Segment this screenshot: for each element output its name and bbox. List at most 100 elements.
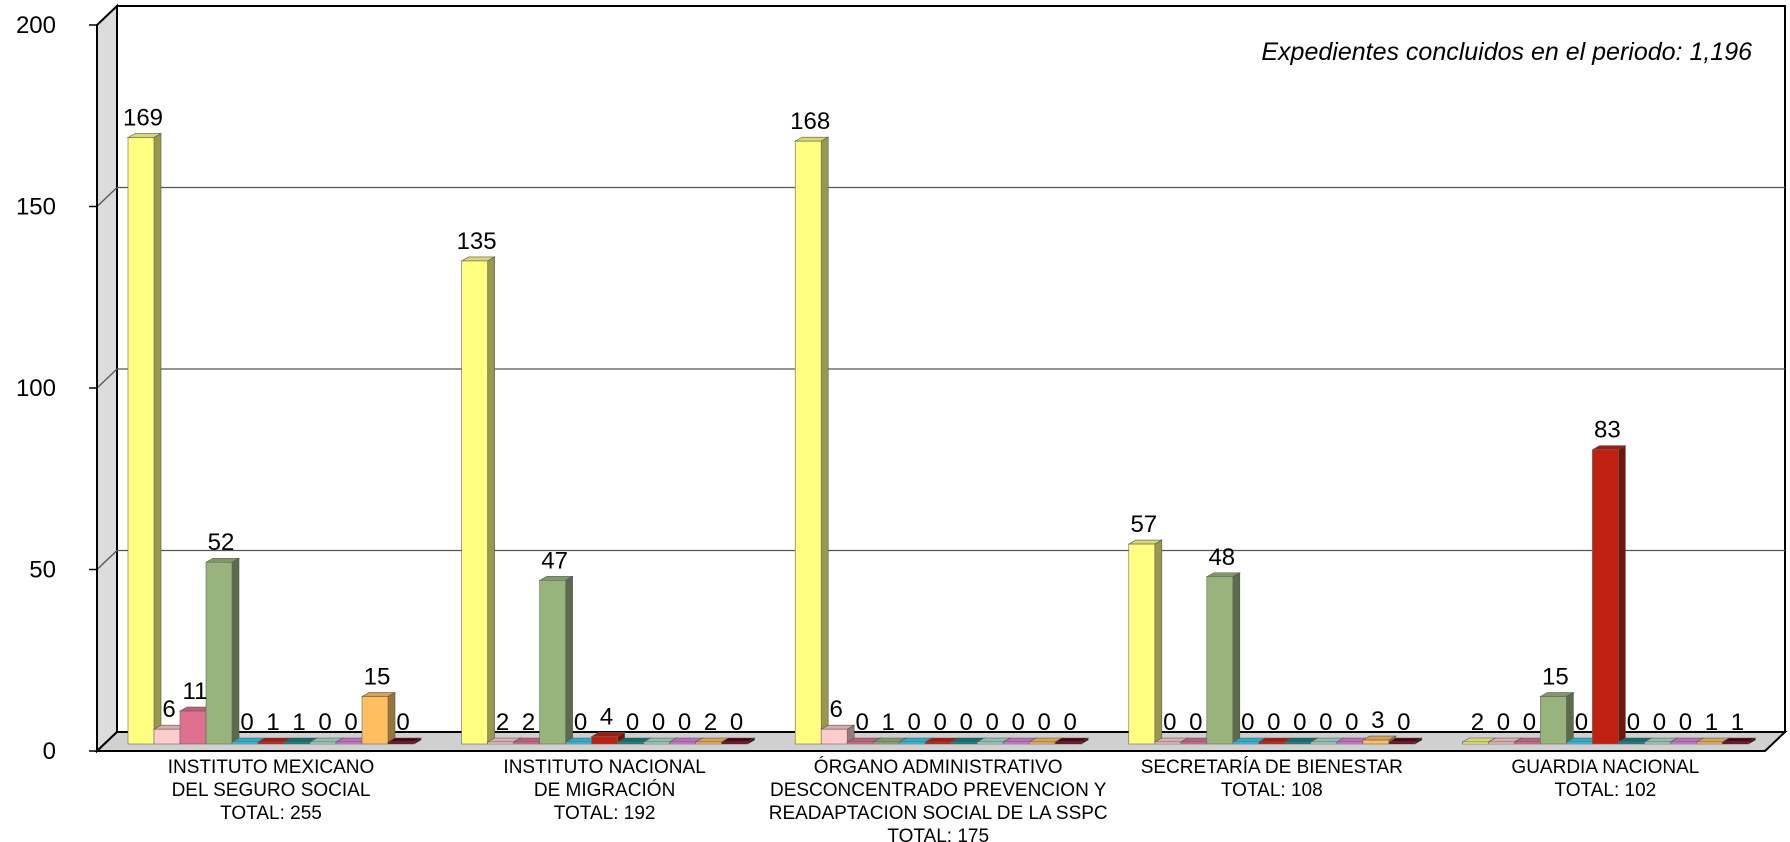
chart-annotation: Expedientes concluidos en el periodo: 1,… [1261,38,1752,66]
data-label: 2 [1471,709,1484,736]
data-label: 168 [790,108,830,135]
data-label: 0 [730,709,743,736]
data-label: 1 [266,709,279,736]
gridline-side [96,187,118,207]
data-label: 0 [1189,709,1202,736]
data-label: 2 [522,709,535,736]
data-label: 0 [1038,709,1051,736]
bar [1387,737,1423,745]
data-label: 0 [1064,709,1077,736]
bars [126,133,1757,745]
data-label: 0 [856,709,869,736]
category-label-line: SECRETARÍA DE BIENESTAR [1141,757,1403,778]
data-label: 0 [1012,709,1025,736]
bar [126,133,163,745]
data-label: 57 [1130,511,1157,538]
data-label: 0 [1679,709,1692,736]
data-label: 0 [908,709,921,736]
data-label: 0 [1241,709,1254,736]
category-label-line: DESCONCENTRADO PREVENCION Y [770,780,1107,801]
category-label-line: TOTAL: 102 [1555,780,1657,801]
plot-frame [94,3,1788,754]
bar [1127,539,1163,745]
category-label-line: ÓRGANO ADMINISTRATIVO [814,756,1063,778]
data-label: 2 [496,709,509,736]
data-label: 15 [1542,664,1569,691]
category-label: ÓRGANO ADMINISTRATIVO DESCONCENTRADO PREV… [769,756,1108,842]
bar [386,737,423,745]
data-label: 15 [364,664,391,691]
data-label: 0 [1293,709,1306,736]
category-label: INSTITUTO NACIONAL DE MIGRACIÓN TOTAL: 192 [503,757,705,824]
data-label: 0 [626,709,639,736]
data-label: 135 [457,228,497,255]
bar [204,557,241,745]
data-label: 1 [882,709,895,736]
y-axis: 0 50 100 150 200 [16,12,98,765]
bar [1591,445,1627,745]
data-label: 48 [1208,544,1235,571]
data-label: 0 [1319,709,1332,736]
data-label: 83 [1594,417,1621,444]
data-label: 0 [1345,709,1358,736]
data-label: 0 [240,709,253,736]
category-label-line: TOTAL: 108 [1221,780,1323,801]
y-tick-label: 0 [43,738,56,765]
bar [460,256,496,745]
data-label: 47 [541,547,568,574]
y-tick-label: 100 [16,375,56,402]
category-label-line: TOTAL: 175 [887,826,989,842]
data-label: 169 [123,105,163,132]
gridline-side [96,550,118,570]
data-label: 11 [183,678,208,705]
bar [1539,692,1575,745]
y-tick-label: 50 [29,557,56,584]
data-label: 4 [600,703,613,730]
data-label: 0 [1267,709,1280,736]
data-label: 0 [318,709,331,736]
bar [720,737,756,745]
data-label: 0 [1497,709,1510,736]
data-label: 0 [1523,709,1536,736]
data-label: 1 [1731,709,1744,736]
category-labels: INSTITUTO MEXICANO DEL SEGURO SOCIAL TOTAL… [168,756,1700,842]
data-label: 0 [1163,709,1176,736]
gridline-side [96,368,118,389]
data-label: 0 [574,709,587,736]
data-label: 1 [1705,709,1718,736]
category-label-line: INSTITUTO NACIONAL [503,757,705,778]
bar [1205,572,1241,745]
data-label: 0 [960,709,973,736]
bar [538,575,574,745]
data-label: 3 [1371,707,1384,734]
bar [1054,737,1090,745]
data-label: 52 [208,529,235,556]
data-label: 2 [704,709,717,736]
data-label: 0 [678,709,691,736]
bar [360,692,397,745]
category-label-line: TOTAL: 192 [554,803,656,824]
data-label: 0 [1575,709,1588,736]
data-label: 0 [1397,709,1410,736]
data-label: 0 [344,709,357,736]
data-label: 0 [652,709,665,736]
y-tick-label: 200 [16,12,56,39]
category-label: INSTITUTO MEXICANO DEL SEGURO SOCIAL TOTAL… [168,757,375,824]
data-label: 0 [986,709,999,736]
y-tick-label: 150 [16,194,56,221]
bar [1721,737,1757,745]
category-label-line: TOTAL: 255 [220,803,322,824]
category-label: SECRETARÍA DE BIENESTAR TOTAL: 108 [1141,757,1403,801]
data-label: 0 [1653,709,1666,736]
data-label: 1 [292,709,305,736]
category-label-line: DE MIGRACIÓN [534,779,675,801]
data-label: 0 [1627,709,1640,736]
data-label: 0 [396,709,409,736]
bar [794,136,830,745]
data-label: 6 [162,696,175,723]
category-label-line: READAPTACION SOCIAL DE LA SSPC [769,803,1108,824]
category-label-line: INSTITUTO MEXICANO [168,757,375,778]
gridlines [96,186,1785,570]
